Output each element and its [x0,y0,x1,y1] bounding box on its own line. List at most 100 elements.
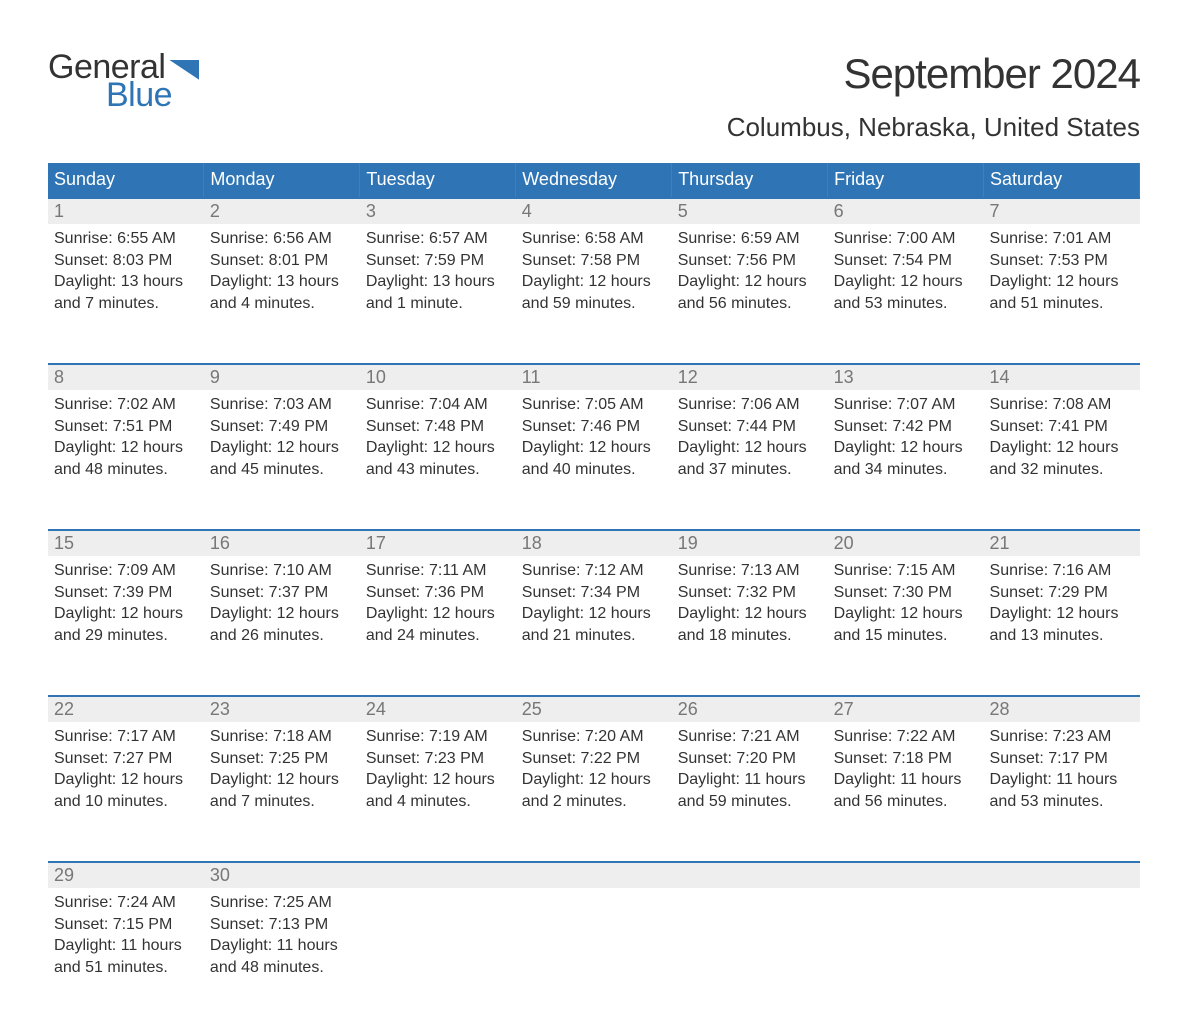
sunrise-text: Sunrise: 6:59 AM [678,228,822,250]
day-number: 21 [984,530,1140,556]
daylight-text-2: and 13 minutes. [990,625,1134,647]
day-header: Monday [204,163,360,198]
daylight-text-1: Daylight: 12 hours [366,769,510,791]
daylight-text-2: and 37 minutes. [678,459,822,481]
daylight-text-1: Daylight: 13 hours [210,271,354,293]
day-number: 11 [516,364,672,390]
sunset-text: Sunset: 7:46 PM [522,416,666,438]
daylight-text-1: Daylight: 11 hours [678,769,822,791]
day-number: 22 [48,696,204,722]
sunset-text: Sunset: 8:01 PM [210,250,354,272]
day-cell: Sunrise: 7:08 AMSunset: 7:41 PMDaylight:… [984,390,1140,530]
daylight-text-2: and 4 minutes. [210,293,354,315]
day-number [828,862,984,888]
sunset-text: Sunset: 7:53 PM [990,250,1134,272]
daylight-text-2: and 51 minutes. [54,957,198,979]
day-number [984,862,1140,888]
day-cell [672,888,828,1028]
sunrise-text: Sunrise: 7:24 AM [54,892,198,914]
sunrise-text: Sunrise: 7:04 AM [366,394,510,416]
sunrise-text: Sunrise: 7:10 AM [210,560,354,582]
sunrise-text: Sunrise: 7:22 AM [834,726,978,748]
daylight-text-1: Daylight: 13 hours [366,271,510,293]
sunset-text: Sunset: 7:49 PM [210,416,354,438]
daylight-text-2: and 10 minutes. [54,791,198,813]
sunset-text: Sunset: 7:54 PM [834,250,978,272]
day-header: Tuesday [360,163,516,198]
sunset-text: Sunset: 7:36 PM [366,582,510,604]
daylight-text-1: Daylight: 12 hours [990,437,1134,459]
daylight-text-1: Daylight: 12 hours [210,603,354,625]
daylight-text-1: Daylight: 12 hours [834,437,978,459]
sunset-text: Sunset: 7:48 PM [366,416,510,438]
sunset-text: Sunset: 7:23 PM [366,748,510,770]
day-cell: Sunrise: 6:56 AMSunset: 8:01 PMDaylight:… [204,224,360,364]
daylight-text-2: and 56 minutes. [834,791,978,813]
sunrise-text: Sunrise: 7:06 AM [678,394,822,416]
daylight-text-1: Daylight: 12 hours [522,603,666,625]
sunset-text: Sunset: 7:56 PM [678,250,822,272]
day-number: 8 [48,364,204,390]
day-number [516,862,672,888]
day-number: 1 [48,198,204,224]
sunrise-text: Sunrise: 7:00 AM [834,228,978,250]
day-cell [984,888,1140,1028]
sunset-text: Sunset: 7:30 PM [834,582,978,604]
day-number: 2 [204,198,360,224]
day-number: 30 [204,862,360,888]
location-subtitle: Columbus, Nebraska, United States [727,112,1140,143]
daylight-text-1: Daylight: 12 hours [990,271,1134,293]
day-number: 17 [360,530,516,556]
day-number [672,862,828,888]
sunrise-text: Sunrise: 7:08 AM [990,394,1134,416]
day-cell: Sunrise: 7:00 AMSunset: 7:54 PMDaylight:… [828,224,984,364]
sunrise-text: Sunrise: 7:13 AM [678,560,822,582]
day-cell: Sunrise: 7:03 AMSunset: 7:49 PMDaylight:… [204,390,360,530]
daylight-text-2: and 21 minutes. [522,625,666,647]
day-cell: Sunrise: 7:16 AMSunset: 7:29 PMDaylight:… [984,556,1140,696]
day-cell: Sunrise: 7:15 AMSunset: 7:30 PMDaylight:… [828,556,984,696]
sunrise-text: Sunrise: 7:11 AM [366,560,510,582]
daylight-text-1: Daylight: 11 hours [210,935,354,957]
daylight-text-2: and 40 minutes. [522,459,666,481]
daylight-text-2: and 59 minutes. [678,791,822,813]
daylight-text-2: and 7 minutes. [210,791,354,813]
sunset-text: Sunset: 7:58 PM [522,250,666,272]
day-number: 13 [828,364,984,390]
day-cell: Sunrise: 7:02 AMSunset: 7:51 PMDaylight:… [48,390,204,530]
sunrise-text: Sunrise: 7:05 AM [522,394,666,416]
day-header: Friday [828,163,984,198]
day-header: Saturday [984,163,1140,198]
day-cell: Sunrise: 7:21 AMSunset: 7:20 PMDaylight:… [672,722,828,862]
day-header: Sunday [48,163,204,198]
daylight-text-2: and 48 minutes. [54,459,198,481]
sunset-text: Sunset: 7:15 PM [54,914,198,936]
calendar-header: SundayMondayTuesdayWednesdayThursdayFrid… [48,163,1140,198]
sunrise-text: Sunrise: 6:55 AM [54,228,198,250]
sunset-text: Sunset: 7:39 PM [54,582,198,604]
day-cell: Sunrise: 7:18 AMSunset: 7:25 PMDaylight:… [204,722,360,862]
sunrise-text: Sunrise: 7:15 AM [834,560,978,582]
sunset-text: Sunset: 7:37 PM [210,582,354,604]
flag-icon [169,60,199,80]
day-number: 7 [984,198,1140,224]
daylight-text-2: and 1 minute. [366,293,510,315]
sunset-text: Sunset: 7:22 PM [522,748,666,770]
daylight-text-2: and 45 minutes. [210,459,354,481]
day-number: 10 [360,364,516,390]
daylight-text-1: Daylight: 12 hours [522,271,666,293]
daylight-text-2: and 43 minutes. [366,459,510,481]
daylight-text-2: and 34 minutes. [834,459,978,481]
title-block: September 2024 Columbus, Nebraska, Unite… [727,50,1140,143]
sunset-text: Sunset: 8:03 PM [54,250,198,272]
daylight-text-1: Daylight: 12 hours [210,769,354,791]
day-cell: Sunrise: 7:22 AMSunset: 7:18 PMDaylight:… [828,722,984,862]
day-number: 26 [672,696,828,722]
day-header: Thursday [672,163,828,198]
daylight-text-2: and 29 minutes. [54,625,198,647]
day-cell: Sunrise: 7:10 AMSunset: 7:37 PMDaylight:… [204,556,360,696]
day-number: 28 [984,696,1140,722]
sunrise-text: Sunrise: 7:21 AM [678,726,822,748]
day-number: 14 [984,364,1140,390]
day-cell: Sunrise: 7:19 AMSunset: 7:23 PMDaylight:… [360,722,516,862]
